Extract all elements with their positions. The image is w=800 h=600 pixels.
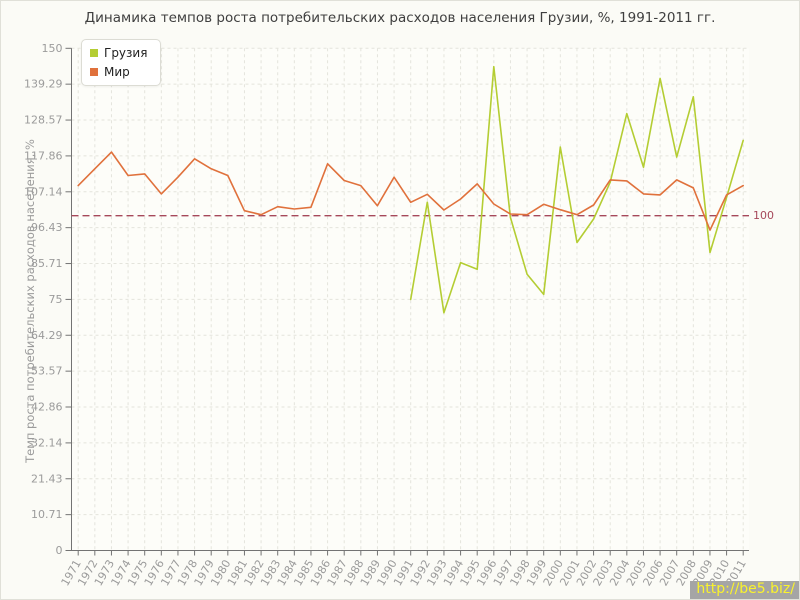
legend-item-georgia[interactable]: Грузия: [90, 46, 147, 60]
legend-label-world: Мир: [104, 65, 130, 79]
y-tick-label: 10.71: [31, 508, 63, 521]
y-tick-label: 53.57: [31, 365, 63, 378]
georgia-series-swatch-icon: [90, 49, 98, 57]
y-tick-label: 128.57: [24, 114, 63, 127]
legend: Грузия Мир: [81, 39, 162, 86]
legend-label-georgia: Грузия: [104, 46, 148, 60]
series-line-georgia[interactable]: [409, 65, 745, 314]
y-tick-label: 150: [42, 42, 63, 55]
y-tick-label: 21.43: [31, 472, 63, 485]
world-series-swatch-icon: [90, 68, 98, 76]
legend-item-world[interactable]: Мир: [90, 65, 147, 79]
y-tick-label: 0: [56, 544, 63, 557]
y-tick-label: 75: [49, 293, 63, 306]
y-tick-label: 107.14: [24, 185, 63, 198]
chart-title: Динамика темпов роста потребительских ра…: [84, 10, 716, 26]
y-tick-label: 42.86: [31, 401, 63, 414]
reference-line-label: 100: [753, 209, 774, 222]
y-tick-label: 139.29: [24, 78, 63, 91]
series-line-world[interactable]: [77, 151, 745, 231]
y-tick-label: 117.86: [24, 149, 63, 162]
y-tick-label: 64.29: [31, 329, 63, 342]
y-tick-label: 32.14: [31, 436, 63, 449]
y-tick-label: 85.71: [31, 257, 63, 270]
y-tick-label: 96.43: [31, 221, 63, 234]
watermark-link[interactable]: http://be5.biz/: [690, 581, 799, 599]
y-axis-title: Темп роста потребительских расходов насе…: [23, 139, 37, 464]
